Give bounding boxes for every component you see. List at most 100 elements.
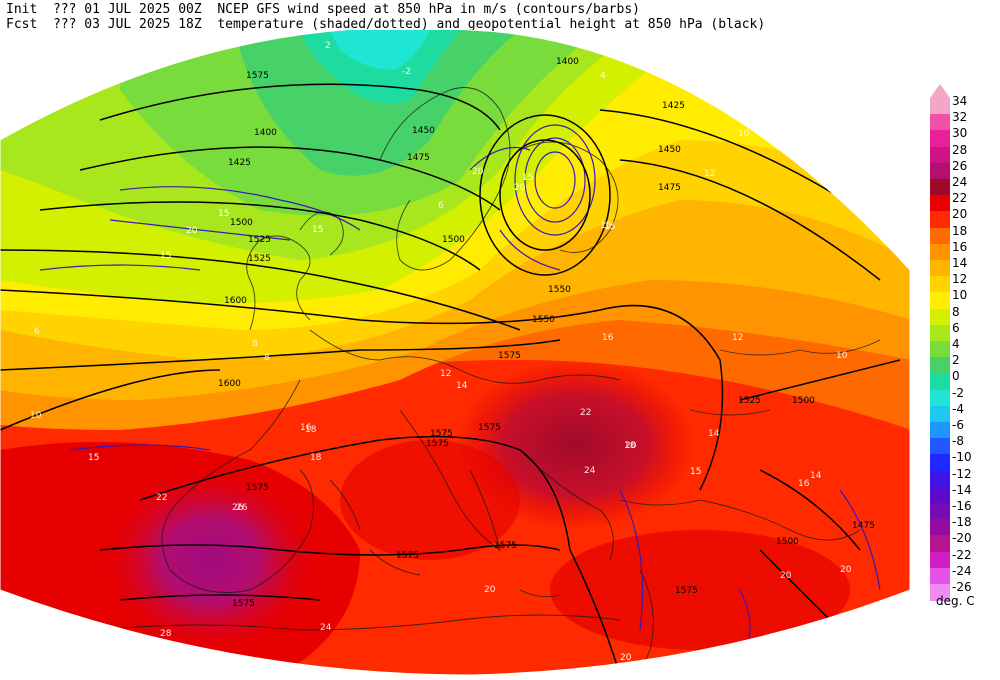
legend-tick-label: -16	[952, 499, 972, 513]
legend-swatch	[930, 98, 950, 115]
legend-swatch	[930, 260, 950, 277]
legend-tick-label: -18	[952, 515, 972, 530]
legend-tick-label: 26	[952, 158, 968, 173]
legend-tick-label: 14	[952, 256, 968, 270]
temperature-label: 20	[780, 571, 792, 581]
height-label: 1575	[675, 586, 698, 596]
legend-swatch	[930, 503, 950, 520]
legend-swatch	[930, 227, 950, 245]
legend-unit: deg. C	[936, 594, 975, 608]
temperature-label: 22	[156, 493, 167, 503]
height-label: 1550	[548, 285, 571, 295]
legend-swatch	[930, 357, 950, 375]
height-label: 1400	[254, 128, 277, 138]
temperature-label: 4	[600, 71, 606, 81]
legend-swatch	[930, 389, 950, 407]
temperature-label: 28	[160, 629, 172, 639]
legend-arrow-icon	[930, 84, 950, 98]
geopotential-height-contours	[0, 83, 901, 675]
legend-tick-label: 6	[952, 320, 960, 335]
wind-label: 20	[514, 183, 526, 193]
map-boundary	[0, 30, 911, 675]
legend-swatch	[930, 308, 950, 326]
wind-label: 20	[620, 653, 632, 663]
init-label: Init	[6, 2, 38, 17]
legend-tick-label: -2	[952, 385, 964, 400]
legend-tick-label: 0	[952, 369, 960, 384]
height-label: 1575	[430, 429, 453, 439]
legend-tick-label: -4	[952, 401, 964, 416]
height-label: 1525	[248, 235, 271, 245]
height-label: 1575	[232, 599, 255, 609]
wind-label: 15	[312, 225, 323, 235]
legend-tick-label: 28	[952, 142, 968, 157]
legend-swatch	[930, 454, 950, 472]
temperature-label: -2	[402, 67, 411, 77]
legend-tick-label: 34	[952, 94, 968, 108]
legend-tick-label: -22	[952, 547, 972, 562]
temperature-label: 16	[602, 333, 614, 343]
legend-tick-label: 20	[952, 207, 968, 222]
temperature-label: 20	[484, 585, 496, 595]
height-label: 1575	[494, 541, 517, 551]
height-label: 1425	[662, 101, 685, 111]
legend-tick-label: -12	[952, 466, 972, 481]
temperature-label: 6	[34, 327, 40, 337]
legend-swatch	[930, 519, 950, 537]
wind-label: 15	[522, 173, 533, 183]
height-label: 1575	[246, 483, 269, 493]
legend-swatch	[930, 292, 950, 310]
height-label: 1575	[396, 551, 419, 561]
legend-tick-label: 30	[952, 126, 968, 141]
height-label: 1600	[224, 296, 247, 306]
fcst-label: Fcst	[6, 17, 38, 32]
height-label: 1575	[478, 423, 501, 433]
legend-swatch	[930, 211, 950, 229]
init-run: ??? 01 JUL 2025 00Z	[52, 2, 202, 17]
legend-tick-label: 18	[952, 223, 968, 238]
height-label: 1425	[228, 158, 251, 168]
wind-label: 15	[690, 467, 701, 477]
legend-swatch	[930, 551, 950, 569]
height-label: 1500	[230, 218, 253, 228]
height-label: 1450	[658, 145, 681, 155]
temperature-label: 20	[625, 441, 637, 451]
temperature-label: 10	[30, 411, 42, 421]
wind-speed-labels: 15 20 15 15 20 15 20 15 15 15 20 15	[88, 167, 701, 663]
temperature-label: 6	[438, 201, 444, 211]
legend-swatch	[930, 405, 950, 423]
temperature-label: 12	[440, 369, 451, 379]
height-contour-labels: 1575 1400 1425 1450 1475 1500 1525 1550 …	[218, 57, 875, 609]
height-label: 1475	[658, 183, 681, 193]
legend-tick-label: 24	[952, 175, 968, 189]
legend-tick-label: 16	[952, 239, 968, 254]
height-label: 1475	[407, 153, 430, 163]
legend-swatch	[930, 146, 950, 164]
legend-tick-label: -24	[952, 563, 972, 578]
temperature-label: 12	[732, 333, 743, 343]
temperature-label: 24	[320, 623, 332, 633]
temperature-label: 16	[300, 423, 312, 433]
wind-label: 15	[604, 222, 615, 232]
height-label: 1500	[776, 537, 799, 547]
temperature-label: 26	[236, 503, 248, 513]
temperature-label: 8	[252, 339, 258, 349]
temperature-label: 14	[810, 471, 822, 481]
title-line-2: temperature (shaded/dotted) and geopoten…	[217, 17, 766, 32]
legend-swatch	[930, 486, 950, 504]
header-line-1: Init ??? 01 JUL 2025 00Z NCEP GFS wind s…	[6, 2, 640, 17]
coastlines-and-borders	[99, 87, 881, 675]
legend-tick-label: 2	[952, 353, 960, 368]
title-line-1: NCEP GFS wind speed at 850 hPa in m/s (c…	[217, 2, 640, 17]
legend-swatch	[930, 341, 950, 358]
legend-swatch	[930, 438, 950, 456]
temperature-labels: 2 -2 6 4 8 10 12 14 16 18 20 22 24 26 28…	[30, 41, 852, 639]
legend-swatch	[930, 373, 950, 391]
legend-tick-label: 32	[952, 110, 968, 125]
temperature-label: 14	[708, 429, 720, 439]
height-label: 1525	[248, 254, 271, 264]
temperature-label: 22	[580, 408, 591, 418]
legend-swatch	[930, 162, 950, 180]
temperature-label: 10	[836, 351, 848, 361]
height-label: 1575	[426, 439, 449, 449]
